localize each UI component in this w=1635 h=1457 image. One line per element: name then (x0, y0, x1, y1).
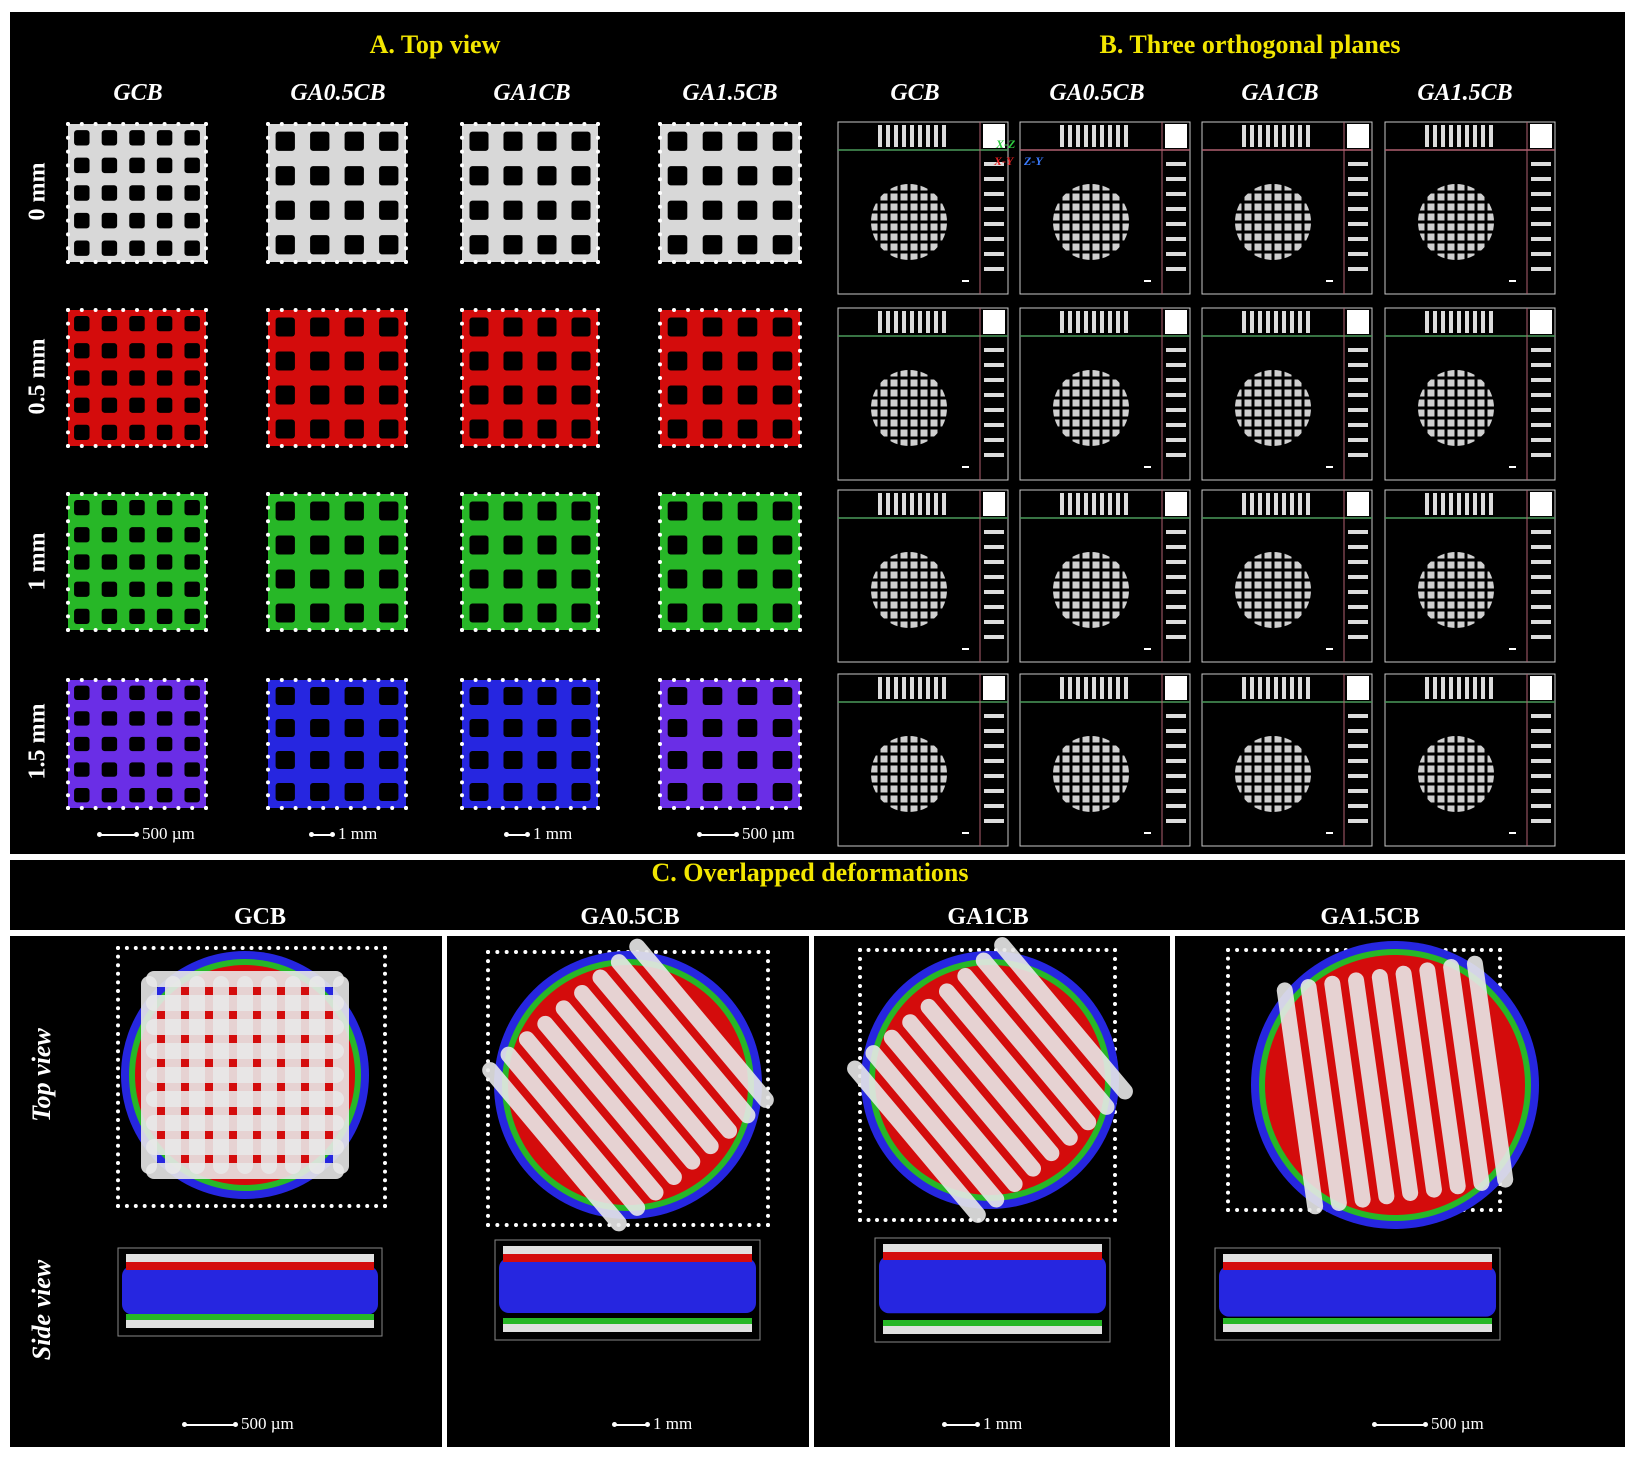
lattice-tile (658, 492, 802, 632)
ortho-tile (1201, 121, 1373, 295)
ortho-tile (1384, 121, 1556, 295)
lattice-tile (66, 308, 208, 448)
panel-a-scalebar-ga1cb: 1 mm (504, 824, 572, 844)
panel-b-col-ga05cb: GA0.5CB (1049, 80, 1145, 106)
ortho-tile (1384, 489, 1556, 663)
lattice-tile (658, 678, 802, 810)
lattice-tile (266, 308, 408, 448)
overlap-rendering (1214, 941, 1539, 1341)
ortho-tile (837, 489, 1009, 663)
lattice-tile (266, 122, 408, 264)
panel-a-scalebar-gcb: 500 µm (97, 824, 195, 844)
lattice-tile (66, 492, 208, 632)
panel-c-scalebar-ga05cb: 1 mm (612, 1414, 692, 1434)
lattice-tile (66, 678, 208, 810)
lattice-tile (460, 308, 600, 448)
ortho-tile (837, 307, 1009, 481)
panel-c-title: C. Overlapped deformations (651, 858, 969, 887)
panel-c-scalebar-gcb: 500 µm (182, 1414, 294, 1434)
ortho-tile (1019, 121, 1191, 295)
ortho-tile (1019, 489, 1191, 663)
panel-b-col-ga1cb: GA1CB (1241, 80, 1319, 106)
lattice-tile (266, 678, 408, 810)
lattice-tile (658, 308, 802, 448)
panel-c-scalebar-ga1cb: 1 mm (942, 1414, 1022, 1434)
plane-label-xz: X-Z (996, 137, 1016, 151)
panel-b-col-ga15cb: GA1.5CB (1417, 80, 1513, 106)
lattice-tile (266, 492, 408, 632)
panel-c-col-ga05cb: GA0.5CB (580, 904, 680, 930)
overlap-rendering (116, 946, 387, 1337)
panel-c-col-gcb: GCB (233, 904, 286, 930)
panel-c-col-ga15cb: GA1.5CB (1320, 904, 1420, 930)
lattice-tile (460, 492, 600, 632)
panel-b-ortho-grid (837, 121, 1556, 847)
plane-label-zy: Z-Y (1024, 154, 1043, 168)
panel-a-title: A. Top view (369, 30, 501, 59)
panel-a-col-ga15cb: GA1.5CB (682, 80, 778, 106)
ortho-tile (1201, 307, 1373, 481)
panel-a-scalebar-ga15cb: 500 µm (697, 824, 795, 844)
panel-a-col-ga1cb: GA1CB (493, 80, 571, 106)
panel-c-header-frame (10, 860, 1625, 930)
panel-c-col-ga1cb: GA1CB (947, 904, 1029, 930)
panel-b-title: B. Three orthogonal planes (1099, 30, 1401, 59)
overlap-rendering (847, 937, 1133, 1343)
lattice-tile (460, 122, 600, 264)
lattice-tile (66, 122, 208, 264)
ortho-tile (1384, 307, 1556, 481)
panel-a-scalebar-ga05cb: 1 mm (309, 824, 377, 844)
ortho-tile (1384, 673, 1556, 847)
ortho-tile (1201, 489, 1373, 663)
lattice-tile (460, 678, 600, 810)
panel-a-col-gcb: GCB (113, 80, 163, 106)
overlap-rendering (482, 938, 774, 1341)
lattice-tile (658, 122, 802, 264)
ortho-tile (1019, 307, 1191, 481)
ortho-tile (837, 121, 1009, 295)
ortho-tile (837, 673, 1009, 847)
panel-a-col-ga05cb: GA0.5CB (290, 80, 386, 106)
panel-c-scalebar-ga15cb: 500 µm (1372, 1414, 1484, 1434)
ortho-tile (1019, 673, 1191, 847)
panel-b-col-gcb: GCB (890, 80, 940, 106)
ortho-tile (1201, 673, 1373, 847)
panel-a-lattice-grid (66, 122, 802, 810)
plane-label-xy: X-Y (994, 154, 1014, 168)
